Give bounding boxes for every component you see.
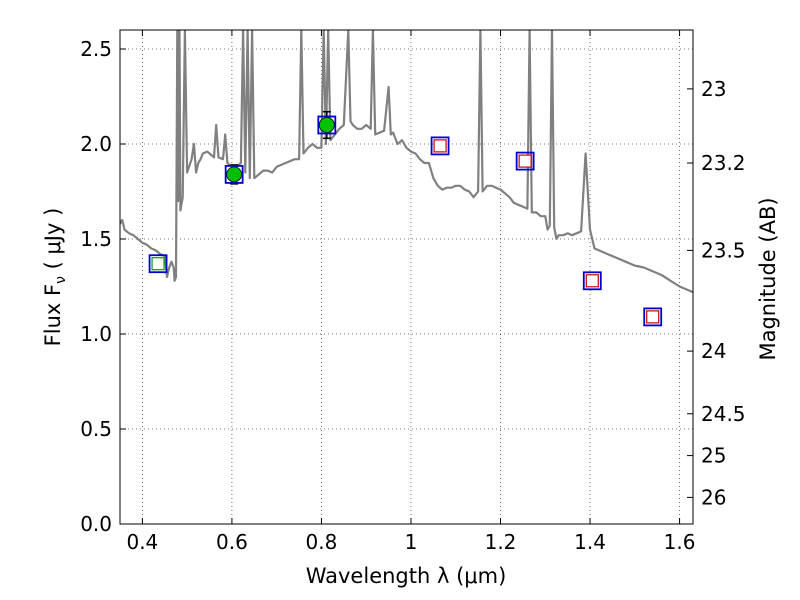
plot-area	[120, 30, 693, 327]
y2-axis-label: Magnitude (AB)	[756, 197, 780, 360]
y2-tick-label: 24	[701, 339, 726, 363]
data-point	[318, 117, 335, 133]
x-tick-label: 0.6	[216, 530, 248, 554]
y-tick-label: 0.0	[80, 512, 112, 536]
axis-ticks: 0.4 0.6 0.8 1 1.2 1.4 1.6 0.0 0.5 1.0 1.5 2.0 2.5 23 2…	[80, 30, 746, 554]
x-axis-label: Wavelength λ (μm)	[306, 564, 507, 588]
y-axis-label: Flux Fν ( μJy )	[41, 208, 69, 347]
y-axis-label-subscript: ν	[53, 276, 69, 284]
y-axis-label-unit: ( μJy )	[41, 208, 65, 276]
x-tick-label: 1	[405, 530, 418, 554]
y2-tick-label: 23.2	[701, 151, 746, 175]
x-tick-label: 0.4	[126, 530, 158, 554]
y2-tick-label: 26	[701, 485, 726, 509]
y-tick-label: 1.5	[80, 227, 112, 251]
model-point	[224, 164, 244, 184]
y-tick-label: 2.5	[80, 37, 112, 61]
grid	[120, 30, 693, 524]
x-tick-label: 1.6	[664, 530, 696, 554]
y-axis-label-main: Flux F	[41, 284, 65, 346]
model-point	[430, 136, 450, 156]
model-point-inner	[646, 310, 660, 324]
model-point-inner	[585, 274, 599, 288]
sed-line	[120, 30, 693, 294]
y-tick-label: 0.5	[80, 417, 112, 441]
model-point	[317, 115, 337, 135]
model-point	[582, 271, 602, 291]
data-point	[226, 166, 243, 183]
x-tick-label: 1.2	[485, 530, 517, 554]
x-tick-label: 0.8	[306, 530, 338, 554]
model-point-inner	[433, 139, 447, 153]
model-point-inner	[518, 154, 532, 168]
x-tick-label: 1.4	[574, 530, 606, 554]
y-tick-label: 1.0	[80, 322, 112, 346]
y2-tick-label: 25	[701, 444, 726, 468]
model-point	[148, 254, 168, 274]
model-point	[515, 151, 535, 171]
plot-frame	[119, 29, 694, 525]
y2-tick-label: 23	[701, 77, 726, 101]
model-point	[643, 307, 663, 327]
y-tick-label: 2.0	[80, 132, 112, 156]
y2-tick-label: 23.5	[701, 238, 746, 262]
y2-tick-label: 24.5	[701, 402, 746, 426]
model-point-inner	[151, 257, 165, 271]
